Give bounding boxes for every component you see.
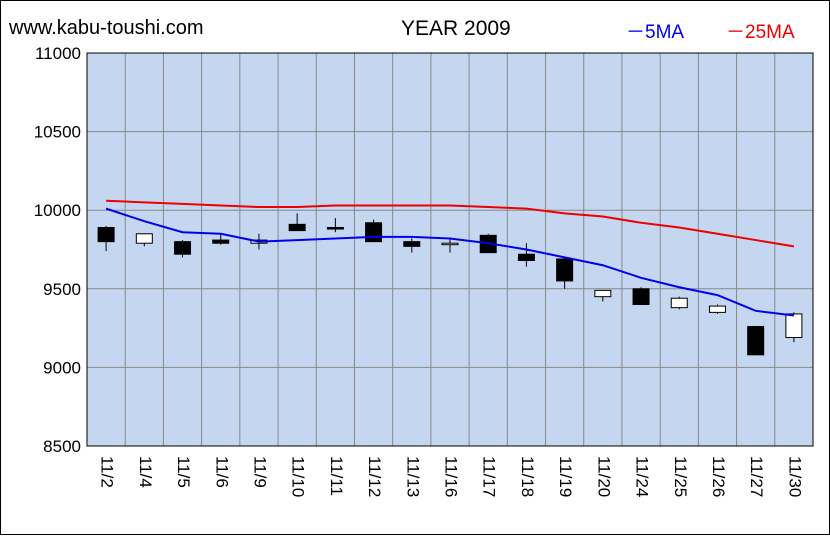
candle-body (403, 241, 421, 247)
candle-body (517, 253, 535, 262)
x-tick-label: 11/20 (594, 456, 613, 497)
candle-body (97, 226, 115, 243)
y-tick-label: 9000 (43, 358, 81, 377)
legend-25ma: －25MA (726, 22, 795, 43)
candle-body (556, 258, 574, 282)
x-tick-label: 11/18 (518, 456, 537, 497)
x-tick-label: 11/30 (785, 456, 804, 497)
y-tick-label: 8500 (43, 437, 81, 456)
x-tick-label: 11/2 (98, 456, 117, 488)
x-tick-label: 11/4 (136, 456, 155, 488)
candle-body (288, 223, 306, 232)
chart-title: YEAR 2009 (401, 17, 511, 40)
x-tick-label: 11/9 (250, 456, 269, 488)
candle-body (747, 326, 765, 356)
x-tick-label: 11/6 (212, 456, 231, 488)
candle-body (632, 288, 650, 306)
line-5ma (105, 207, 795, 317)
candles (97, 213, 803, 356)
x-tick-label: 11/17 (480, 456, 499, 497)
candle-body (670, 297, 688, 309)
line-25ma (106, 199, 795, 248)
x-tick-label: 11/25 (671, 456, 690, 497)
y-tick-label: 9500 (43, 280, 81, 299)
y-axis-ticks: 8500 9000 9500 10000 10500 11000 (34, 44, 81, 456)
x-tick-label: 11/5 (174, 456, 193, 488)
x-tick-label: 11/10 (289, 456, 308, 497)
x-tick-label: 11/27 (747, 456, 766, 497)
site-url: www.kabu-toushi.com (9, 17, 204, 39)
x-tick-label: 11/16 (442, 456, 461, 497)
x-tick-label: 11/12 (365, 456, 384, 497)
candle-body (212, 239, 230, 244)
candle-body (708, 305, 726, 313)
x-tick-label: 11/24 (633, 456, 652, 497)
y-tick-label: 10500 (34, 123, 81, 142)
candle-body (785, 313, 803, 339)
candle-body (441, 242, 459, 246)
y-tick-label: 11000 (35, 44, 81, 63)
y-tick-label: 10000 (34, 201, 81, 220)
x-tick-label: 11/26 (709, 456, 728, 497)
candle-body (594, 289, 612, 298)
x-tick-label: 11/13 (403, 456, 422, 497)
x-tick-label: 11/11 (327, 456, 346, 496)
candle-body (174, 241, 192, 255)
ma-lines (105, 199, 795, 317)
candle-body (365, 222, 383, 243)
x-tick-label: 11/19 (556, 456, 575, 497)
plot-border (86, 52, 814, 447)
x-axis-ticks: 11/2 11/4 11/5 11/6 11/9 11/10 11/11 11/12 11/13… (98, 456, 805, 497)
candle-body (326, 226, 344, 230)
legend-5ma: －5MA (626, 22, 685, 43)
candle-body (135, 233, 153, 244)
